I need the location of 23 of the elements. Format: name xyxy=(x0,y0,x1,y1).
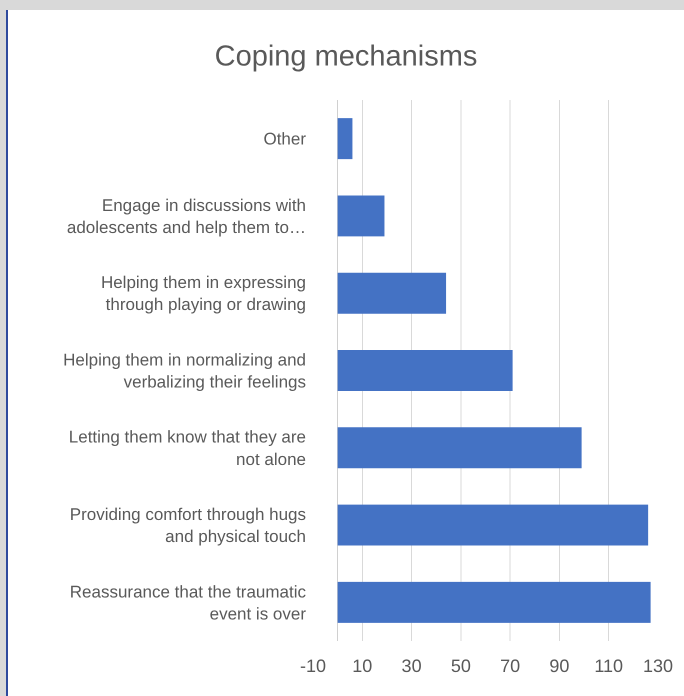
x-tick-label: 110 xyxy=(594,656,624,676)
bar xyxy=(338,504,648,546)
y-tick-label: Reassurance that the traumatic event is over xyxy=(70,582,306,624)
bar xyxy=(338,582,651,623)
bar xyxy=(338,272,446,314)
y-tick-label: Providing comfort through hugs and physical touch xyxy=(70,504,306,546)
y-tick-label: Engage in discussions with adolescents and help them to… xyxy=(66,196,306,237)
x-tick-label: 10 xyxy=(352,656,372,676)
x-tick-label: 50 xyxy=(450,656,471,676)
y-tick-label: Other xyxy=(263,130,306,149)
y-tick-label: Helping them in expressing through playing or drawing xyxy=(100,273,306,314)
x-tick-label: 30 xyxy=(402,656,422,676)
y-tick-label: Helping them in normalizing and verbalizing their feelings xyxy=(63,350,306,392)
x-tick-label: 90 xyxy=(549,656,570,676)
chart-title: Coping mechanisms xyxy=(214,40,478,72)
bar xyxy=(338,350,513,391)
y-tick-label: Letting them know that they are not alone xyxy=(68,428,306,469)
bar xyxy=(338,118,352,160)
x-tick-label: 130 xyxy=(642,656,674,676)
bar xyxy=(338,195,384,236)
x-tick-label: 70 xyxy=(500,656,520,676)
bar xyxy=(338,427,582,468)
x-tick-label: -10 xyxy=(300,656,326,676)
